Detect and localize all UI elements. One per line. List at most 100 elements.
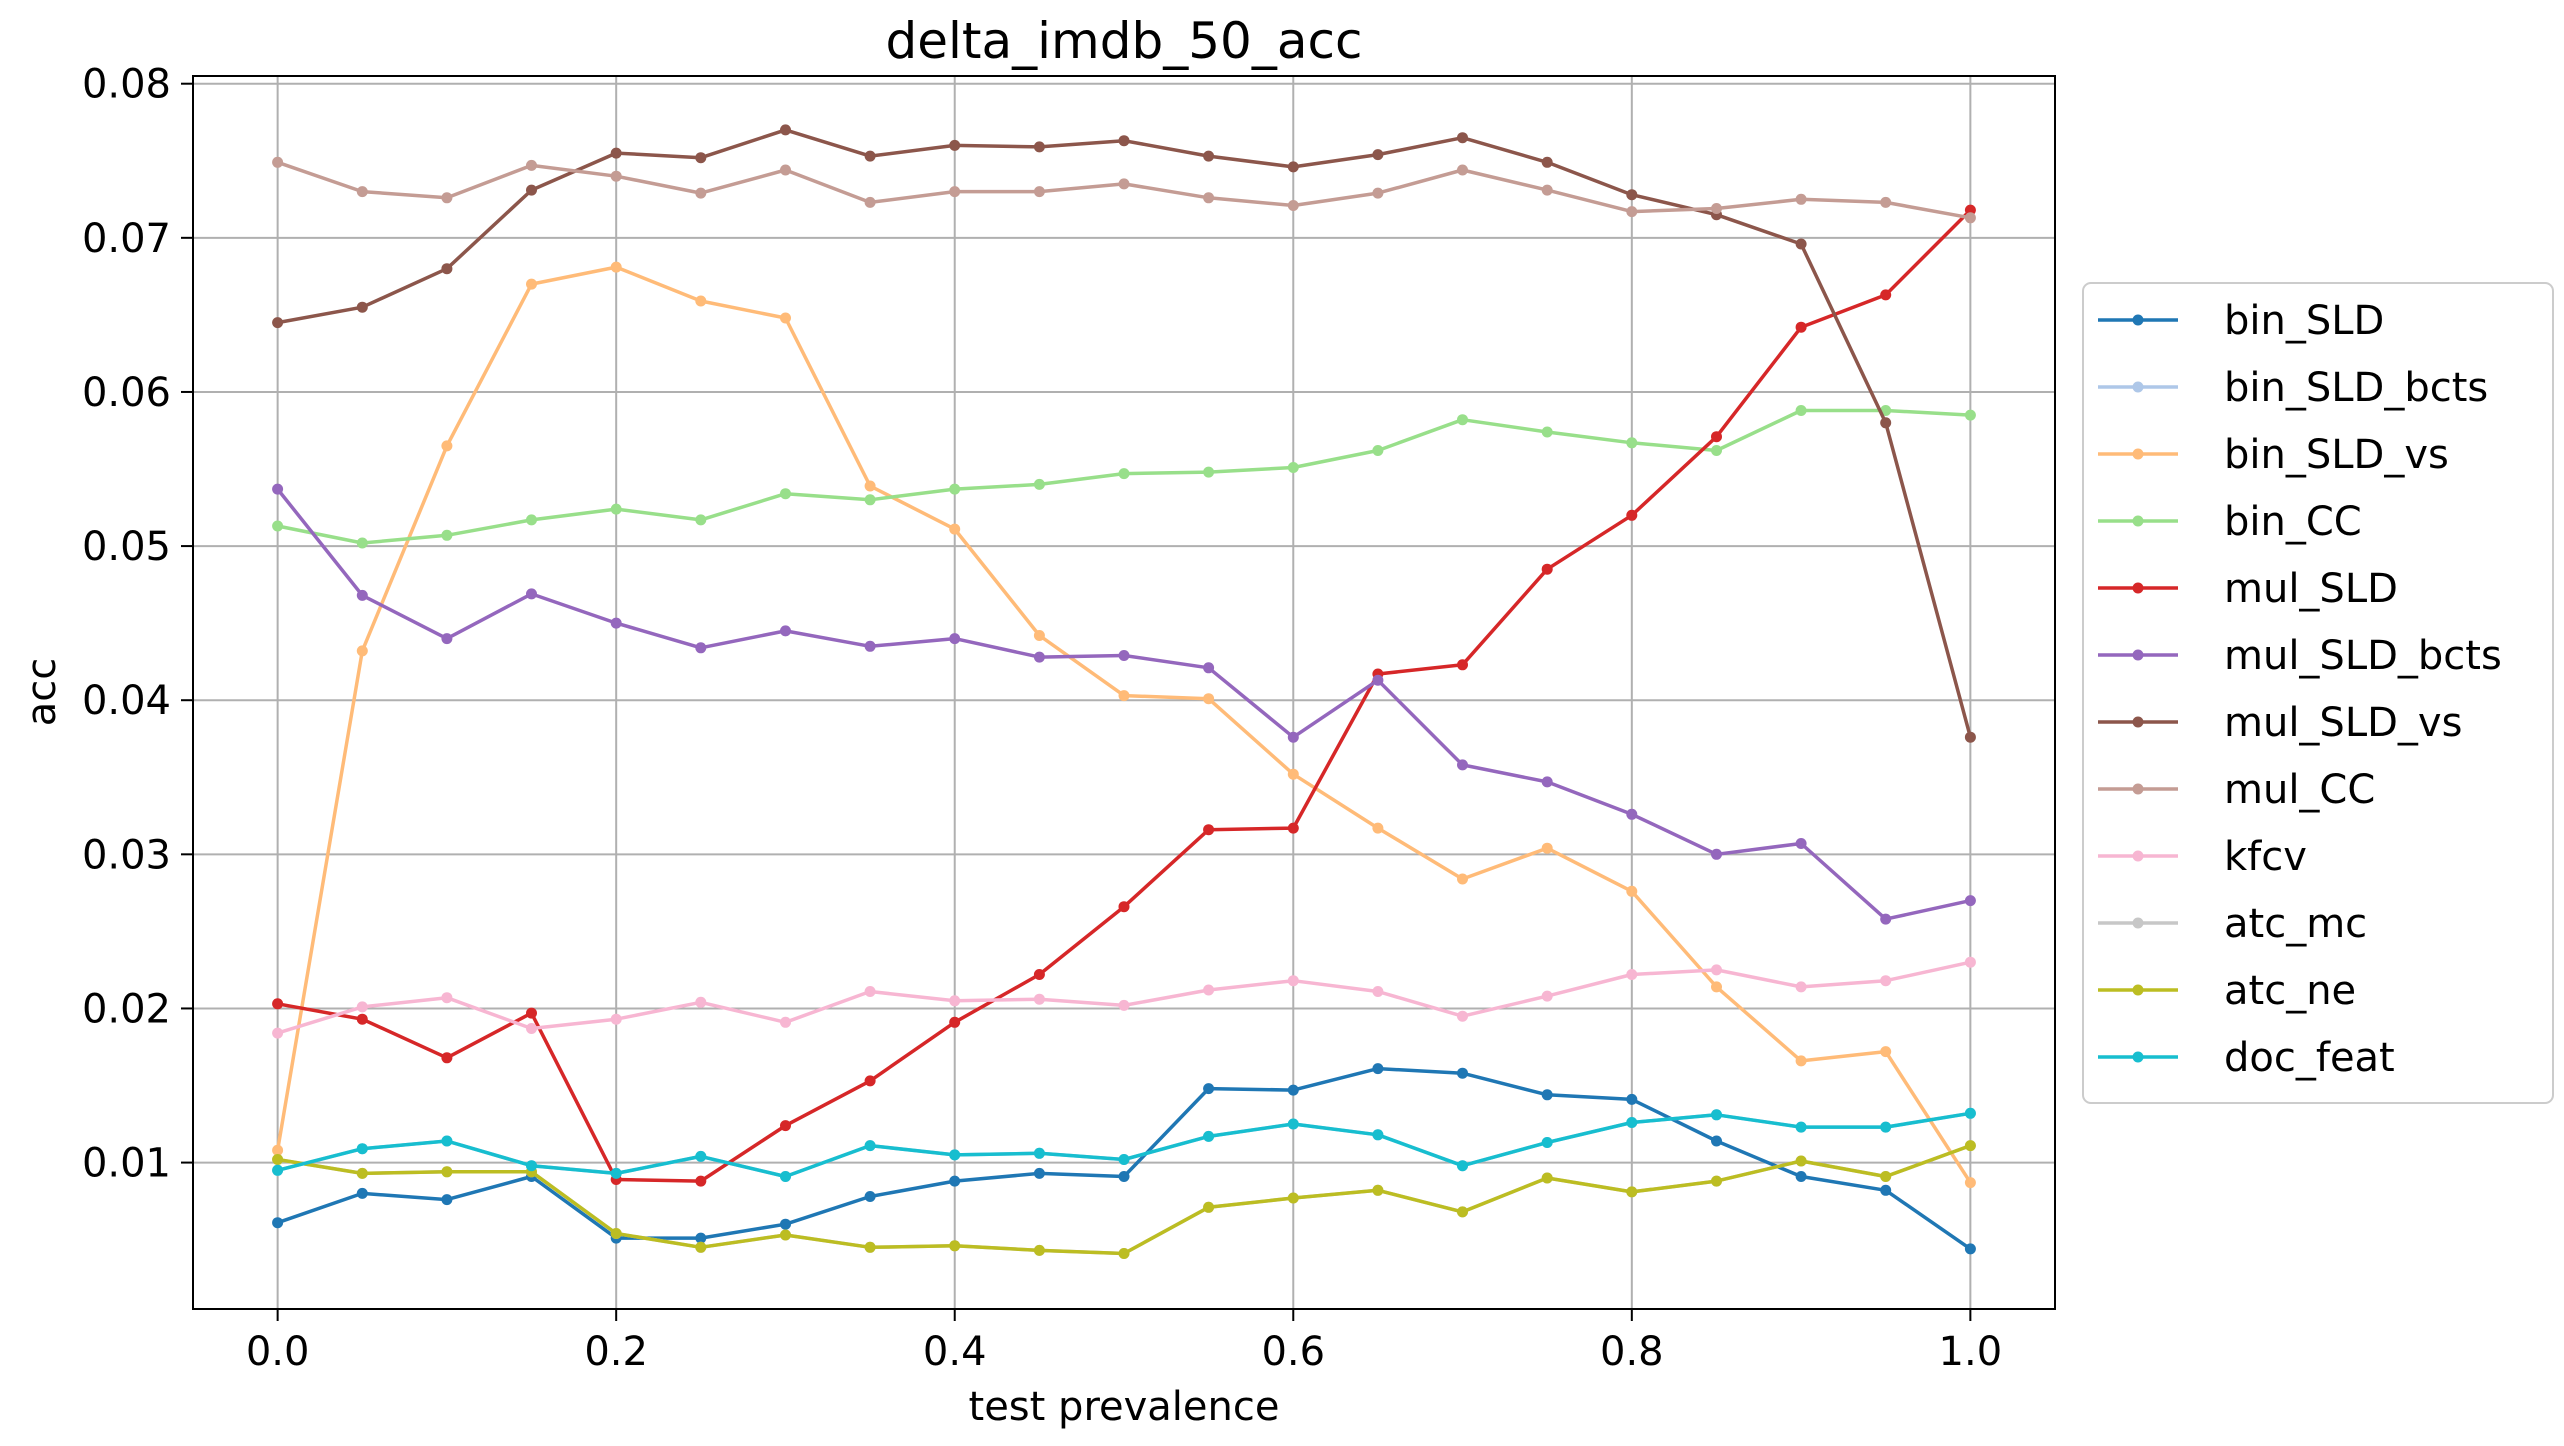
data-point: [1118, 468, 1130, 480]
data-point: [780, 164, 791, 176]
data-point: [1795, 405, 1807, 416]
data-point: [441, 263, 453, 275]
data-point: [1118, 999, 1130, 1011]
data-point: [1795, 981, 1807, 993]
data-point: [1711, 1109, 1722, 1121]
data-point: [1457, 873, 1468, 885]
data-point: [356, 1013, 368, 1025]
data-point: [864, 480, 876, 492]
legend-entry: atc_ne: [2098, 968, 2356, 1014]
data-point: [526, 278, 537, 290]
data-point: [864, 150, 876, 162]
data-point: [780, 625, 791, 637]
data-point: [864, 1191, 876, 1202]
data-point: [1457, 759, 1468, 771]
data-point: [864, 1140, 876, 1152]
data-point: [1964, 1243, 1976, 1255]
series-kfcv: [272, 956, 1976, 1039]
data-point: [1964, 204, 1976, 216]
y-tick-label: 0.04: [82, 678, 171, 724]
data-point: [780, 312, 791, 324]
data-point: [780, 1016, 791, 1028]
y-tick-label: 0.02: [82, 986, 171, 1032]
data-point: [272, 520, 284, 532]
data-point: [1033, 1167, 1045, 1179]
y-tick-label: 0.05: [82, 524, 171, 570]
data-point: [1287, 161, 1299, 173]
data-point: [610, 617, 622, 629]
x-tick-label: 1.0: [1939, 1329, 2003, 1375]
data-point: [1457, 132, 1468, 144]
data-point: [1203, 150, 1215, 162]
data-point: [1626, 437, 1638, 449]
data-point: [695, 1175, 707, 1187]
y-tick-label: 0.08: [82, 62, 171, 108]
data-point: [1795, 838, 1807, 849]
data-point: [864, 494, 876, 506]
data-point: [441, 529, 453, 541]
data-point: [1203, 1083, 1215, 1095]
data-point: [356, 1001, 368, 1013]
legend: bin_SLD bin_SLD_bcts bin_SLD_vs bin_CC mul_S…: [2082, 282, 2554, 1104]
data-point: [1964, 409, 1976, 421]
data-point: [1880, 1121, 1892, 1133]
series-bin-SLD-vs: [272, 261, 1976, 1189]
legend-entry: mul_SLD_bcts: [2098, 633, 2502, 679]
data-point: [1880, 1046, 1892, 1058]
legend-entry: bin_SLD: [2098, 298, 2384, 344]
data-point: [1118, 901, 1130, 913]
data-point: [695, 1232, 707, 1244]
data-point: [780, 1218, 791, 1230]
data-point: [441, 633, 453, 645]
data-point: [1795, 1121, 1807, 1133]
data-point: [1541, 842, 1553, 854]
data-point: [272, 1027, 284, 1039]
data-point: [1457, 414, 1468, 426]
data-point: [1626, 885, 1638, 897]
data-point: [1203, 1130, 1215, 1142]
data-point: [949, 186, 961, 198]
plot-area-frame: [192, 75, 2056, 1310]
data-point: [272, 1154, 284, 1165]
legend-swatch-marker: [2132, 1051, 2144, 1063]
data-point: [949, 139, 961, 151]
data-point: [441, 1052, 453, 1064]
legend-label: kfcv: [2224, 834, 2307, 880]
data-point: [780, 1171, 791, 1182]
data-point: [1711, 1175, 1722, 1187]
data-point: [1795, 193, 1807, 205]
data-point: [356, 645, 368, 657]
legend-entry: mul_SLD: [2098, 566, 2398, 612]
data-point: [1372, 674, 1384, 686]
x-tick-label: 0.0: [246, 1329, 310, 1375]
data-point: [949, 483, 961, 495]
legend-label: atc_mc: [2224, 901, 2367, 947]
data-point: [1203, 984, 1215, 996]
data-point: [1287, 768, 1299, 780]
data-point: [1711, 848, 1722, 860]
data-point: [1287, 1192, 1299, 1204]
data-point: [356, 537, 368, 549]
data-point: [1964, 731, 1976, 743]
data-point: [1287, 200, 1299, 211]
data-point: [1287, 975, 1299, 987]
legend-swatch-marker: [2132, 448, 2144, 460]
data-point: [1541, 1137, 1553, 1148]
data-point: [1626, 206, 1638, 218]
data-point: [1372, 1063, 1384, 1075]
data-point: [272, 1217, 284, 1229]
data-point: [272, 998, 284, 1010]
legend-label: atc_ne: [2224, 968, 2356, 1014]
data-point: [949, 523, 961, 535]
data-point: [1287, 1084, 1299, 1096]
data-point: [441, 1135, 453, 1147]
legend-swatch-marker: [2132, 716, 2144, 728]
data-point: [526, 1023, 537, 1034]
data-point: [864, 196, 876, 208]
x-axis-label: test prevalence: [969, 1384, 1280, 1430]
data-point: [1033, 1147, 1045, 1159]
data-point: [1880, 975, 1892, 987]
data-point: [1372, 1184, 1384, 1196]
y-tick-label: 0.01: [82, 1141, 171, 1187]
